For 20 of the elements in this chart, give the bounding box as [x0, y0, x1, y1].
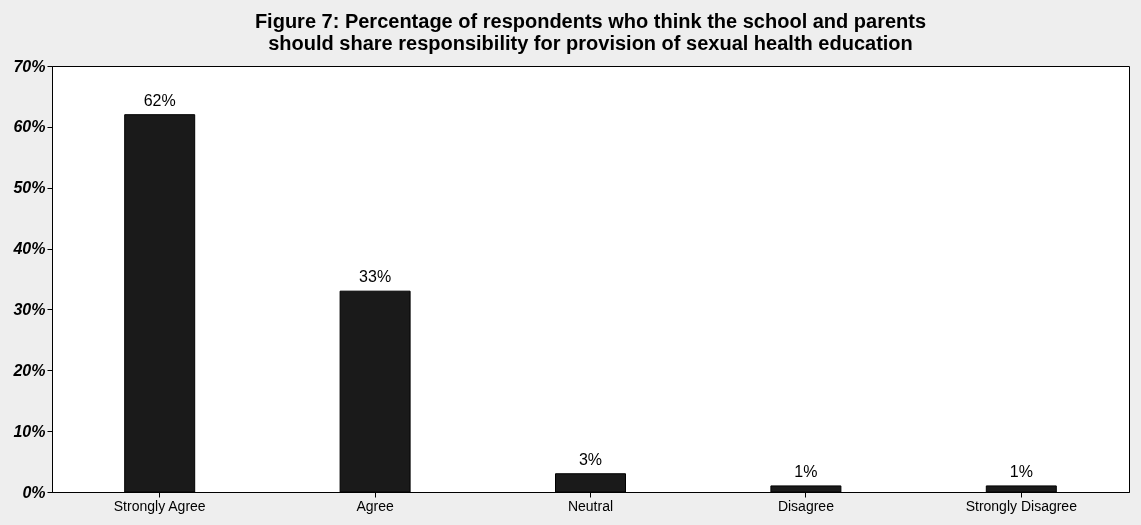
x-tick-label: Disagree — [777, 497, 835, 514]
data-label: 62% — [143, 91, 176, 109]
data-label: 1% — [1009, 462, 1033, 480]
y-tick-label: 30% — [13, 300, 46, 318]
y-tick-label: 10% — [13, 422, 46, 440]
y-tick-label: 50% — [13, 179, 46, 197]
data-label: 33% — [359, 268, 392, 286]
x-tick-label: Neutral — [567, 497, 614, 514]
y-tick-label: 40% — [12, 240, 46, 258]
y-tick-label: 70% — [13, 57, 46, 75]
data-label: 1% — [794, 462, 818, 480]
x-tick-label: Agree — [356, 497, 394, 514]
text: should share responsibility for provision of sexual health education — [268, 32, 913, 54]
data-label: 3% — [578, 450, 603, 468]
x-tick-label: Strongly Disagree — [965, 497, 1078, 514]
y-tick-label: 20% — [12, 361, 46, 379]
text: Figure 7: Percentage of respondents who think the school and parents — [254, 10, 927, 32]
y-tick-label: 60% — [13, 118, 46, 136]
y-tick-label: 0% — [22, 483, 46, 501]
x-tick-label: Strongly Agree — [113, 497, 206, 514]
